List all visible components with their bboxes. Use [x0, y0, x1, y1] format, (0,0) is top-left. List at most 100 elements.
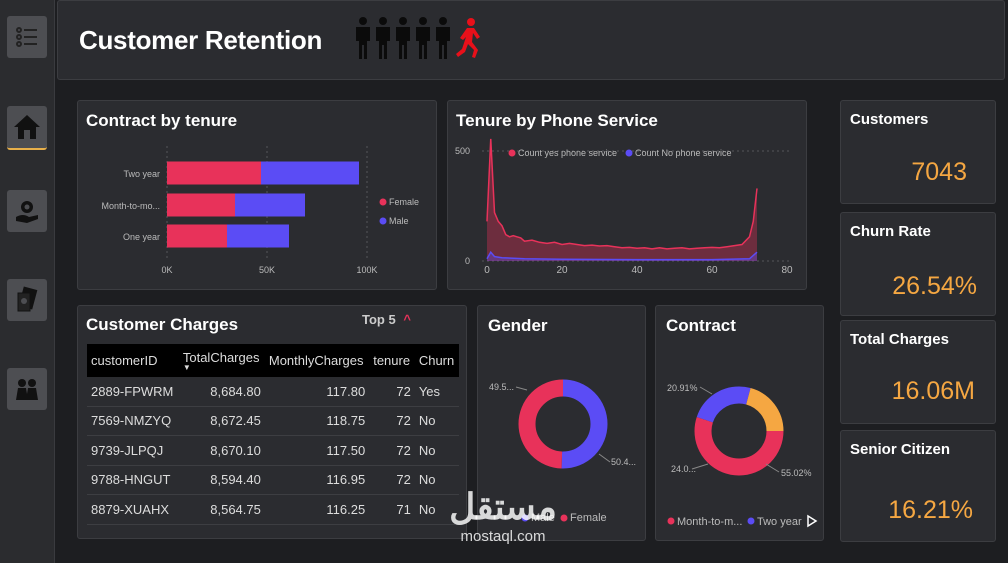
- sidebar-item-home[interactable]: [7, 106, 47, 150]
- legend-label: Month-to-m...: [677, 516, 742, 528]
- slice-label: 50.4...: [611, 457, 636, 467]
- header: Customer Retention: [57, 0, 1005, 80]
- series-line: [486, 250, 758, 261]
- legend-dot: [747, 517, 755, 525]
- contract-donut-chart: 20.91% 24.0... 55.02% Month-to-m... Two year: [667, 383, 818, 528]
- home-icon: [14, 115, 40, 139]
- customer-charges-panel: Customer Charges Top 5 ^ customerID Tota…: [77, 305, 467, 539]
- walking-away-person-icon: [456, 18, 480, 58]
- table-cell: No: [414, 406, 459, 436]
- column-header[interactable]: tenure: [369, 344, 415, 377]
- table-cell: 8879-XUAHX: [87, 494, 179, 525]
- column-header[interactable]: Churn: [414, 344, 459, 377]
- contract-panel: Contract 20.91% 24.0... 55.02% Month-to-m..…: [655, 305, 824, 541]
- category-label: Two year: [123, 169, 160, 179]
- legend-label: Count yes phone service: [518, 148, 617, 158]
- table-cell: 118.75: [264, 406, 370, 436]
- table-cell: 8,564.75: [178, 494, 265, 525]
- sidebar-item-people[interactable]: [7, 368, 47, 410]
- leader-line: [765, 463, 780, 473]
- slice-label: 49.5...: [489, 382, 514, 392]
- kpi-value: 26.54%: [892, 272, 977, 300]
- kpi-label: Senior Citizen: [850, 441, 951, 458]
- panel-title: Gender: [488, 316, 548, 335]
- table-row[interactable]: 9739-JLPQJ 8,670.10 117.50 72 No: [87, 435, 459, 466]
- series-line: [486, 138, 758, 250]
- kpi-value: 7043: [911, 158, 967, 186]
- x-tick-label: 0K: [161, 265, 172, 275]
- list-icon: [16, 27, 37, 47]
- bar-segment: [167, 224, 227, 248]
- column-header[interactable]: TotalCharges ▼: [178, 344, 265, 377]
- donut-slice: [694, 386, 784, 476]
- caret-up-icon: ^: [403, 312, 411, 327]
- table-cell: 7569-NMZYQ: [87, 406, 179, 436]
- tenure-by-phone-panel: Tenure by Phone Service 500 0 0 20 40 60 80 Cou…: [447, 100, 807, 290]
- table-cell: 116.25: [264, 494, 370, 525]
- table-row[interactable]: 9788-HNGUT 8,594.40 116.95 72 No: [87, 465, 459, 495]
- column-header[interactable]: customerID: [87, 344, 179, 377]
- person-icon: [436, 17, 450, 59]
- sidebar-item-settings[interactable]: [7, 190, 47, 232]
- table-cell: No: [414, 494, 459, 525]
- table-row[interactable]: 8879-XUAHX 8,564.75 116.25 71 No: [87, 494, 459, 525]
- table-cell: 72: [369, 406, 415, 436]
- table-cell: Yes: [414, 377, 459, 407]
- area-fill: [487, 252, 757, 261]
- legend-label: Count No phone service: [635, 148, 732, 158]
- gender-donut-chart: 49.5... 50.4... Male Female: [489, 379, 636, 524]
- panel-title: Tenure by Phone Service: [456, 111, 658, 130]
- table-cell: 72: [369, 465, 415, 495]
- x-tick-label: 80: [781, 265, 793, 276]
- slice-label: 55.02%: [781, 468, 812, 478]
- column-header-label: TotalCharges: [182, 350, 260, 365]
- table-row[interactable]: 7569-NMZYQ 8,672.45 118.75 72 No: [87, 406, 459, 436]
- kpi-value: 16.06M: [891, 377, 975, 405]
- table-cell: 9788-HNGUT: [87, 465, 179, 495]
- legend-dot: [379, 198, 387, 206]
- table-cell: No: [414, 435, 459, 466]
- kpi-senior-citizen: Senior Citizen 16.21%: [840, 430, 996, 542]
- panel-title: Contract by tenure: [86, 111, 238, 130]
- customer-charges-table: customerID TotalCharges ▼ MonthlyCharges …: [87, 344, 459, 525]
- area-fill: [487, 138, 757, 261]
- sidebar-item-documents[interactable]: [7, 279, 47, 321]
- table-cell: 116.95: [264, 465, 370, 495]
- table-cell: 117.80: [264, 377, 370, 407]
- legend-dot: [667, 517, 675, 525]
- x-tick-label: 0: [484, 265, 490, 276]
- category-label: One year: [123, 232, 160, 242]
- sort-desc-icon: ▼: [182, 363, 191, 372]
- table-header-row: customerID TotalCharges ▼ MonthlyCharges …: [87, 344, 459, 377]
- y-tick-label: 0: [465, 256, 470, 266]
- category-label: Month-to-mo...: [101, 201, 160, 211]
- bar-segment: [167, 193, 235, 217]
- table-row[interactable]: 2889-FPWRM 8,684.80 117.80 72 Yes: [87, 377, 459, 407]
- table-cell: 72: [369, 435, 415, 466]
- table-cell: 71: [369, 494, 415, 525]
- x-tick-label: 20: [556, 265, 568, 276]
- leader-line: [699, 386, 713, 395]
- x-tick-label: 100K: [356, 265, 377, 275]
- table-cell: 8,594.40: [178, 465, 265, 495]
- panel-title: Contract: [666, 316, 736, 335]
- watermark-logo: مستقل: [449, 486, 557, 527]
- legend-label: Male: [389, 216, 409, 226]
- top-n-label: Top 5: [362, 312, 396, 327]
- column-header[interactable]: MonthlyCharges: [264, 344, 370, 377]
- kpi-label: Customers: [850, 111, 929, 128]
- donut-slice: [694, 386, 784, 476]
- kpi-customers: Customers 7043: [840, 100, 996, 204]
- table-cell: 8,670.10: [178, 435, 265, 466]
- people-icon: [16, 379, 38, 400]
- watermark-url: mostaql.com: [460, 528, 546, 545]
- legend-dot: [379, 217, 387, 225]
- contract-by-tenure-chart: Two year Month-to-mo... One year 0K 50K 100K F…: [101, 146, 419, 275]
- kpi-label: Churn Rate: [850, 223, 931, 240]
- donut-slice: [518, 379, 608, 469]
- leader-line: [515, 386, 528, 391]
- retention-people-icons: [354, 17, 484, 59]
- sidebar-item-menu[interactable]: [7, 16, 47, 58]
- legend-next-icon[interactable]: [807, 514, 818, 528]
- top-n-filter[interactable]: Top 5 ^: [362, 312, 411, 327]
